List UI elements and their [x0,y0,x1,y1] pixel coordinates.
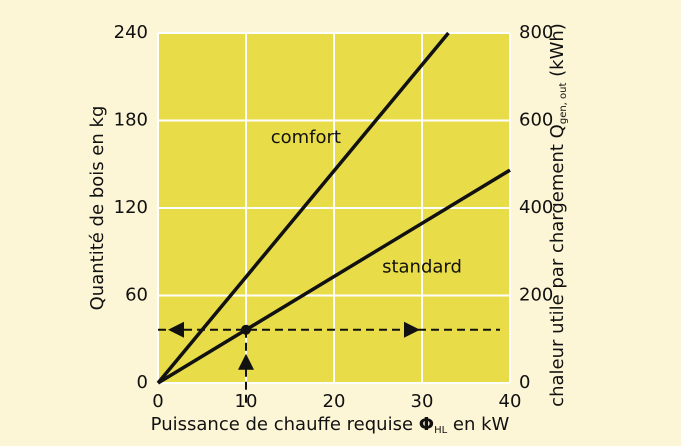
y-axis-label: Quantité de bois en kg [87,106,108,311]
x-label-part: en kW [447,414,509,435]
y2-axis-label: chaleur utile par chargement Qgen, out (… [547,23,569,407]
marker-point [241,324,251,335]
y2-label-part: chaleur utile par chargement Q [547,124,568,407]
x-label-part: Puissance de chauffe requise [151,414,419,435]
x-tick-label: 0 [152,391,163,412]
y-tick-label: 120 [114,197,148,218]
x-axis-label: Puissance de chauffe requise ΦHL en kW [151,414,510,436]
y-tick-label: 180 [114,110,148,131]
line [157,168,511,385]
x-tick-label: 40 [499,391,522,412]
x-label-subscript: HL [434,425,448,436]
y2-tick-label: 0 [519,372,530,393]
x-label-symbol: Φ [419,414,434,435]
series-label: standard [382,257,462,278]
y-tick-label: 240 [114,22,148,43]
y2-tick-label: 200 [519,285,553,306]
series-label: comfort [271,127,341,148]
y2-tick-label: 600 [519,110,553,131]
y-tick-label: 0 [137,372,148,393]
arrow [168,321,184,338]
y2-label-subscript: gen, out [558,83,569,125]
plot-area [157,32,511,384]
line [156,31,450,385]
y2-tick-label: 800 [519,22,553,43]
x-tick-label: 30 [411,391,434,412]
y2-label-part: (kWh) [547,23,568,82]
y2-tick-label: 400 [519,197,553,218]
x-tick-label: 20 [323,391,346,412]
y-tick-label: 60 [125,285,148,306]
arrow [404,321,420,338]
arrow [238,353,254,370]
